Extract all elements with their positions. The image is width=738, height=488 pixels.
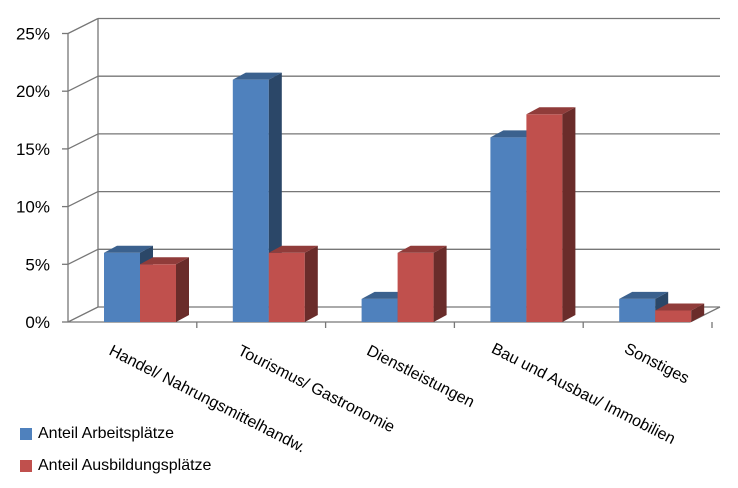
bar-side: [562, 107, 576, 322]
bar-front: [397, 252, 434, 322]
bar-front: [526, 114, 563, 322]
bar-series-1-cat-3: [526, 107, 576, 322]
grid-depth-line: [67, 248, 99, 265]
bar-top: [140, 257, 189, 265]
y-tick-label: 25%: [16, 25, 50, 44]
grid-depth-line: [67, 75, 99, 92]
legend-label-series-1: Anteil Ausbildungsplätze: [38, 457, 212, 474]
bar-side: [691, 303, 705, 322]
y-tick-label: 20%: [16, 82, 50, 101]
y-tick-label: 0%: [25, 313, 50, 332]
bar-front: [140, 264, 176, 322]
legend-swatch-series-1: [20, 460, 32, 472]
bar-front: [490, 137, 527, 322]
bar-top: [268, 245, 318, 253]
bar-series-1-cat-1: [268, 245, 318, 322]
legend: Anteil Arbeitsplätze Anteil Ausbildungsp…: [20, 424, 211, 488]
bar-front: [232, 79, 269, 322]
y-tick-label: 5%: [25, 255, 50, 274]
x-category-label: Dienstleistungen: [364, 342, 477, 411]
bar-front: [104, 252, 140, 322]
bar-front: [619, 298, 656, 322]
grid-depth-line: [67, 306, 99, 323]
bar-top: [397, 245, 447, 253]
y-tick-label: 10%: [16, 198, 50, 217]
bar-top: [104, 245, 153, 253]
bar-top: [232, 72, 282, 80]
grid-depth-line: [67, 191, 99, 208]
bar-top: [655, 303, 705, 311]
legend-swatch-series-0: [20, 428, 32, 440]
bar-side: [176, 257, 189, 322]
grid-depth-line: [67, 133, 99, 150]
bar-series-1-cat-2: [397, 245, 447, 322]
x-category-label: Sonstiges: [621, 340, 691, 387]
y-tick-label: 15%: [16, 140, 50, 159]
legend-label-series-0: Anteil Arbeitsplätze: [38, 425, 175, 442]
legend-item-series-0: Anteil Arbeitsplätze: [20, 424, 211, 444]
bar-top: [526, 107, 576, 115]
bar-series-1-cat-4: [655, 303, 705, 322]
y-axis-ticks: 0% 5% 10% 15% 20% 25%: [16, 25, 50, 333]
legend-item-series-1: Anteil Ausbildungsplätze: [20, 456, 211, 476]
grid-depth-line: [67, 17, 99, 35]
bar-series-1-cat-0: [140, 257, 189, 322]
bars: [104, 72, 705, 322]
bar-front: [361, 298, 398, 322]
bar-front: [655, 310, 692, 322]
bar-front: [268, 252, 305, 322]
bar-side: [433, 245, 447, 322]
bar-side: [304, 245, 318, 322]
bar-top: [619, 291, 669, 299]
